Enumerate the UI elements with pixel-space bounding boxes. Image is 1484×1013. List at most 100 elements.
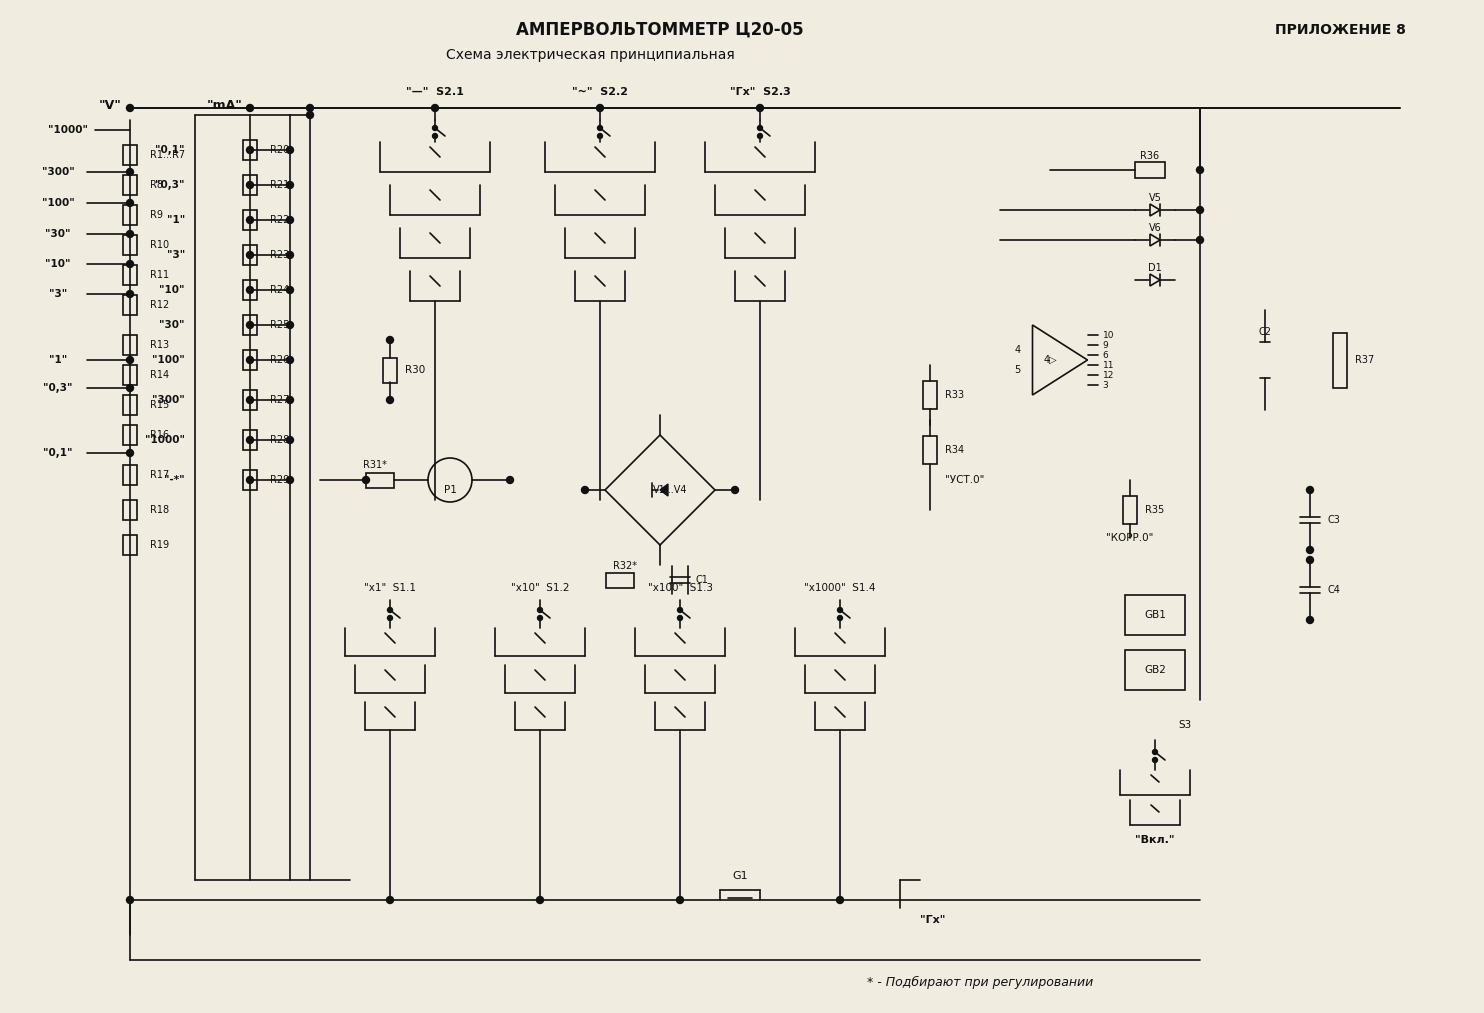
Text: C4: C4 <box>1328 585 1342 595</box>
Bar <box>243 315 257 335</box>
Text: R17: R17 <box>150 470 169 480</box>
Text: "mA": "mA" <box>208 98 243 111</box>
Text: R25: R25 <box>270 320 289 330</box>
Circle shape <box>598 126 603 131</box>
Bar <box>123 235 137 255</box>
Circle shape <box>246 476 254 483</box>
Text: "—"  S2.1: "—" S2.1 <box>407 87 464 97</box>
Text: Схема электрическая принципиальная: Схема электрическая принципиальная <box>445 48 735 62</box>
Text: R10: R10 <box>150 240 169 250</box>
Circle shape <box>757 134 763 139</box>
Text: C1: C1 <box>695 575 708 585</box>
Bar <box>1135 162 1165 178</box>
Circle shape <box>126 450 134 457</box>
Bar <box>123 500 137 520</box>
Text: "x10"  S1.2: "x10" S1.2 <box>510 583 570 593</box>
Circle shape <box>432 134 438 139</box>
Text: R11: R11 <box>150 270 169 280</box>
Circle shape <box>506 476 513 483</box>
Text: R35: R35 <box>1146 505 1165 515</box>
Text: "100": "100" <box>42 198 74 208</box>
Circle shape <box>386 897 393 904</box>
Bar <box>243 175 257 194</box>
Bar <box>923 436 936 464</box>
Polygon shape <box>660 484 668 496</box>
Text: C3: C3 <box>1328 515 1342 525</box>
Circle shape <box>386 336 393 343</box>
Text: 4▷: 4▷ <box>1043 355 1057 365</box>
Circle shape <box>246 287 254 294</box>
Text: "30": "30" <box>159 320 186 330</box>
Bar <box>1125 650 1186 690</box>
Circle shape <box>387 608 392 613</box>
Bar <box>123 365 137 385</box>
Text: R30: R30 <box>405 365 426 375</box>
Bar <box>123 395 137 415</box>
Circle shape <box>126 168 134 175</box>
Circle shape <box>286 251 294 258</box>
Bar <box>1333 332 1347 388</box>
Circle shape <box>246 104 254 111</box>
Circle shape <box>677 897 684 904</box>
Bar <box>1125 595 1186 635</box>
Circle shape <box>246 357 254 364</box>
Circle shape <box>126 357 134 364</box>
Bar <box>243 470 257 490</box>
Circle shape <box>1196 207 1204 214</box>
Circle shape <box>246 396 254 403</box>
Text: "УСТ.0": "УСТ.0" <box>945 475 984 485</box>
Text: C2: C2 <box>1258 327 1272 337</box>
Text: R36: R36 <box>1140 151 1159 161</box>
Text: R27: R27 <box>270 395 289 405</box>
Text: "100": "100" <box>153 355 186 365</box>
Circle shape <box>286 287 294 294</box>
Circle shape <box>1306 617 1313 623</box>
Bar <box>367 472 393 487</box>
Bar <box>243 430 257 450</box>
Text: "300": "300" <box>153 395 186 405</box>
Text: "~"  S2.2: "~" S2.2 <box>571 87 628 97</box>
Text: S3: S3 <box>1178 720 1192 730</box>
Text: R1...R7: R1...R7 <box>150 150 186 160</box>
Text: P1: P1 <box>444 485 457 495</box>
Text: "0,1": "0,1" <box>43 448 73 458</box>
Text: R20: R20 <box>270 145 289 155</box>
Circle shape <box>126 291 134 298</box>
Text: "-*": "-*" <box>165 475 186 485</box>
Text: "1": "1" <box>166 215 186 225</box>
Text: R32*: R32* <box>613 561 637 571</box>
Bar <box>383 358 398 383</box>
Bar <box>923 381 936 409</box>
Circle shape <box>1196 166 1204 173</box>
Text: R31*: R31* <box>364 460 387 470</box>
Text: R22: R22 <box>270 215 289 225</box>
Text: R29: R29 <box>270 475 289 485</box>
Circle shape <box>286 437 294 444</box>
Text: "1": "1" <box>49 355 67 365</box>
Text: "КОРР.0": "КОРР.0" <box>1106 533 1153 543</box>
Bar <box>243 245 257 265</box>
Text: R15: R15 <box>150 400 169 410</box>
Text: D1: D1 <box>1149 263 1162 272</box>
Bar <box>243 140 257 160</box>
Bar <box>1123 496 1137 524</box>
Circle shape <box>757 104 763 111</box>
Text: R34: R34 <box>945 445 965 455</box>
Text: "1000": "1000" <box>145 435 186 445</box>
Bar <box>605 572 634 588</box>
Circle shape <box>1306 556 1313 563</box>
Circle shape <box>126 385 134 391</box>
Circle shape <box>286 357 294 364</box>
Text: "10": "10" <box>159 285 186 295</box>
Text: 3: 3 <box>1103 381 1109 390</box>
Text: V1...V4: V1...V4 <box>653 485 687 495</box>
Text: R13: R13 <box>150 340 169 350</box>
Circle shape <box>246 251 254 258</box>
Bar <box>123 175 137 194</box>
Bar <box>243 390 257 410</box>
Text: R24: R24 <box>270 285 289 295</box>
Circle shape <box>362 476 370 483</box>
Text: R9: R9 <box>150 210 163 220</box>
Text: R8: R8 <box>150 180 163 190</box>
Circle shape <box>286 147 294 154</box>
